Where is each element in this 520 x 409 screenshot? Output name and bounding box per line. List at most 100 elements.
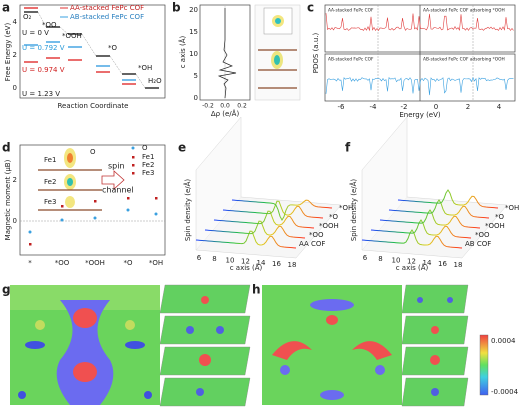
panel-g-map-part-part <box>35 320 45 330</box>
panel-h-map-part-part <box>401 284 469 314</box>
panel-h-map-part <box>417 297 453 396</box>
plot-decor <box>222 200 324 219</box>
panel-a-plot-part <box>24 11 159 89</box>
subplot-title: AA-stacked FePc COF adsorbing *OOH <box>423 8 505 14</box>
tick-label: 2 <box>13 176 17 184</box>
tick-label: 12 <box>407 258 416 266</box>
tick-label: 18 <box>288 261 297 269</box>
panel-g-map-part <box>35 320 135 330</box>
tick-label: 4 <box>497 103 502 111</box>
plot-decor <box>213 210 315 229</box>
axis-title: PDOS (a.u.) <box>312 33 320 74</box>
spin-density-plots <box>195 116 508 259</box>
x-tick-label: * <box>28 259 32 267</box>
legend-label: AB-stacked FePc COF <box>70 13 144 21</box>
panel-h-map-part-part <box>352 341 392 360</box>
panel-d-plot-part <box>28 146 158 234</box>
panel-c-plot-part <box>325 13 514 32</box>
panel-h-map-part-part <box>310 299 354 311</box>
panel-d-plot-part-part <box>132 164 135 167</box>
species-label: O₂ <box>23 13 32 21</box>
plot-decor <box>195 230 297 249</box>
axis-title: c axis (Å) <box>178 35 187 68</box>
panel-label: e <box>178 141 186 155</box>
panel-a-plot-part-part <box>59 26 69 35</box>
x-tick-label: *O <box>123 259 133 267</box>
tick-label: 20 <box>189 6 198 14</box>
panel-d-plot-part <box>38 169 102 211</box>
panel-b-plot-part <box>217 8 237 99</box>
tick-label: -6 <box>338 103 346 111</box>
species-label: *OH <box>138 64 152 72</box>
panel-g-map-part <box>73 362 97 382</box>
panel-g-map-part-part <box>196 388 204 396</box>
subplot-title: AB-stacked FePc COF adsorbing *OOH <box>423 57 505 63</box>
tick-label: 6 <box>363 254 368 262</box>
panel-a-plot-part <box>19 4 166 99</box>
panel-a-plot-part-part <box>81 33 97 57</box>
tick-label: 18 <box>454 261 463 269</box>
depth-label: *OO <box>309 231 324 239</box>
plot-decor <box>361 229 463 249</box>
plot-decor <box>195 116 242 250</box>
panel-label: g <box>2 283 11 297</box>
panel-g-map-part-part <box>159 377 251 407</box>
tick-label: 0 <box>13 84 17 92</box>
tick-label: 2 <box>13 51 17 59</box>
plot-decor <box>379 209 481 229</box>
panel-label: h <box>252 283 261 297</box>
panel-c-plot-part <box>325 76 514 96</box>
x-tick-label: *OOH <box>85 259 105 267</box>
x-tick-label: *OH <box>149 259 163 267</box>
panel-g-map-part-part <box>186 326 194 334</box>
panel-c-plot <box>324 4 516 102</box>
plot-decor <box>388 199 490 219</box>
axis-title: c axis (Å) <box>396 263 429 272</box>
panel-g-map-part-part <box>144 391 152 399</box>
axis-title: Energy (eV) <box>399 111 441 119</box>
panel-label: f <box>345 141 351 155</box>
plot-decor <box>397 189 499 209</box>
panel-a-plot <box>19 4 166 99</box>
panel-g-map-part <box>56 300 114 405</box>
panel-g-map-part-part <box>159 315 251 345</box>
depth-label: *OO <box>475 231 490 239</box>
panel-g-map-part <box>199 296 211 366</box>
x-tick-label: *OO <box>55 259 70 267</box>
species-label: *OO <box>42 21 57 29</box>
panel-d-plot-part-part <box>154 212 158 216</box>
panel-h-map-part <box>280 299 385 400</box>
panel-d-plot-part <box>67 178 73 186</box>
panel-b-plot-part <box>275 18 281 24</box>
panel-d-plot-part-part <box>94 200 97 203</box>
depth-label: *O <box>329 213 339 221</box>
axis-title: c axis (Å) <box>230 263 263 272</box>
panel-d-plot-part-part <box>127 197 130 200</box>
panel-h-map-part-part <box>417 297 423 303</box>
tick-label: 10 <box>226 256 235 264</box>
inset-label: Fe2 <box>44 178 56 186</box>
legend-label: O <box>142 144 148 152</box>
plot-decor <box>204 220 306 239</box>
tick-label: 0 <box>194 94 198 102</box>
panel-g-map-part <box>186 326 224 396</box>
panel-h-map-part-part <box>326 315 338 325</box>
axis-title: Reaction Coordinate <box>57 102 128 110</box>
panel-d-plot-part-part <box>61 205 64 208</box>
panel-d-plot-part <box>67 153 73 163</box>
tick-label: 0 <box>434 103 438 111</box>
depth-label: *OH <box>505 204 519 212</box>
panel-a-plot-part-part <box>109 55 123 75</box>
panel-d-plot-part-part <box>131 146 135 150</box>
tick-label: 16 <box>272 260 281 268</box>
panel-d-plot-part-part <box>28 230 32 234</box>
plot-decor <box>370 219 472 239</box>
panel-d-plot <box>19 144 166 256</box>
panel-g-map-part-part <box>18 391 26 399</box>
panel-a-plot-part <box>37 11 146 89</box>
tick-label: 0 <box>13 217 17 225</box>
depth-label: AA COF <box>299 240 325 248</box>
legend-label: Fe3 <box>142 169 154 177</box>
panel-g-map-part-part <box>216 326 224 334</box>
